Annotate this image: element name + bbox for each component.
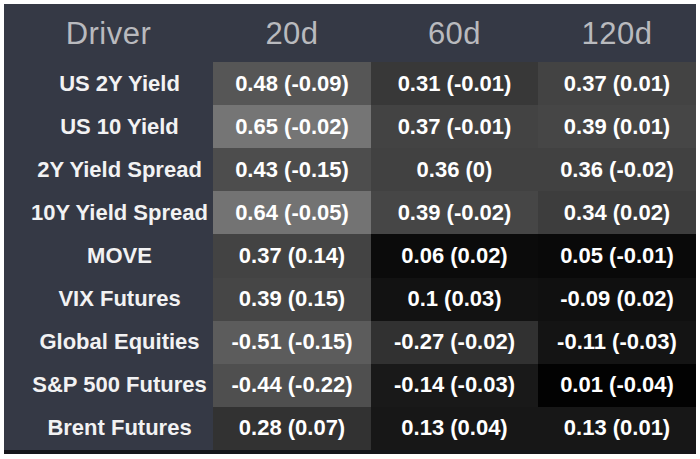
driver-label: US 2Y Yield: [4, 62, 213, 105]
correlation-cell: -0.44 (-0.22): [213, 364, 371, 407]
correlation-cell: 0.43 (-0.15): [213, 148, 371, 191]
correlation-cell: 0.06 (0.02): [371, 234, 538, 277]
correlation-cell: 0.39 (0.01): [538, 105, 696, 148]
correlation-cell: 0.34 (0.02): [538, 191, 696, 234]
driver-label: Global Equities: [4, 321, 213, 364]
correlation-cell: 0.13 (0.01): [538, 407, 696, 450]
table-row: Global Equities-0.51 (-0.15)-0.27 (-0.02…: [4, 321, 696, 364]
correlation-cell: 0.39 (-0.02): [371, 191, 538, 234]
driver-label: 2Y Yield Spread: [4, 148, 213, 191]
driver-label: S&P 500 Futures: [4, 364, 213, 407]
column-header-60d: 60d: [371, 18, 538, 49]
driver-label: VIX Futures: [4, 278, 213, 321]
driver-label: 10Y Yield Spread: [4, 191, 213, 234]
column-header-120d: 120d: [538, 18, 696, 49]
correlation-cell: 0.48 (-0.09): [213, 62, 371, 105]
correlation-cell: 0.39 (0.15): [213, 278, 371, 321]
table-header: Driver 20d 60d 120d: [4, 4, 696, 62]
correlation-cell: 0.64 (-0.05): [213, 191, 371, 234]
correlation-cell: 0.37 (-0.01): [371, 105, 538, 148]
column-header-driver: Driver: [4, 18, 213, 49]
correlation-cell: -0.14 (-0.03): [371, 364, 538, 407]
table-row: 10Y Yield Spread0.64 (-0.05)0.39 (-0.02)…: [4, 191, 696, 234]
table-row: VIX Futures0.39 (0.15)0.1 (0.03)-0.09 (0…: [4, 278, 696, 321]
table-frame: Driver 20d 60d 120d US 2Y Yield0.48 (-0.…: [0, 0, 700, 459]
driver-label: MOVE: [4, 234, 213, 277]
correlation-cell: -0.09 (0.02): [538, 278, 696, 321]
correlation-cell: -0.11 (-0.03): [538, 321, 696, 364]
table-row: MOVE0.37 (0.14)0.06 (0.02)0.05 (-0.01): [4, 234, 696, 277]
correlation-cell: 0.37 (0.14): [213, 234, 371, 277]
correlation-heatmap-table: Driver 20d 60d 120d US 2Y Yield0.48 (-0.…: [4, 4, 696, 454]
correlation-cell: 0.13 (0.04): [371, 407, 538, 450]
correlation-cell: 0.31 (-0.01): [371, 62, 538, 105]
correlation-cell: 0.65 (-0.02): [213, 105, 371, 148]
table-row: Brent Futures0.28 (0.07)0.13 (0.04)0.13 …: [4, 407, 696, 450]
table-row: 2Y Yield Spread0.43 (-0.15)0.36 (0)0.36 …: [4, 148, 696, 191]
table-row: US 2Y Yield0.48 (-0.09)0.31 (-0.01)0.37 …: [4, 62, 696, 105]
correlation-cell: 0.37 (0.01): [538, 62, 696, 105]
correlation-cell: 0.28 (0.07): [213, 407, 371, 450]
driver-label: US 10 Yield: [4, 105, 213, 148]
column-header-20d: 20d: [213, 18, 371, 49]
table-body: US 2Y Yield0.48 (-0.09)0.31 (-0.01)0.37 …: [4, 62, 696, 450]
driver-label: Brent Futures: [4, 407, 213, 450]
correlation-cell: 0.05 (-0.01): [538, 234, 696, 277]
correlation-cell: -0.27 (-0.02): [371, 321, 538, 364]
correlation-cell: 0.36 (0): [371, 148, 538, 191]
correlation-cell: 0.36 (-0.02): [538, 148, 696, 191]
correlation-cell: 0.01 (-0.04): [538, 364, 696, 407]
correlation-cell: -0.51 (-0.15): [213, 321, 371, 364]
table-row: S&P 500 Futures-0.44 (-0.22)-0.14 (-0.03…: [4, 364, 696, 407]
correlation-cell: 0.1 (0.03): [371, 278, 538, 321]
table-row: US 10 Yield0.65 (-0.02)0.37 (-0.01)0.39 …: [4, 105, 696, 148]
